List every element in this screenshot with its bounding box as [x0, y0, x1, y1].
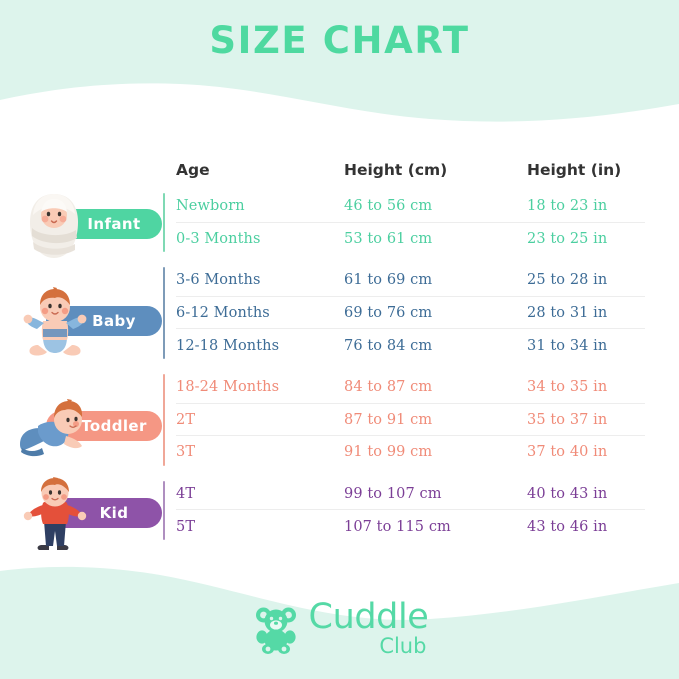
column-header-height-cm: Height (cm) [344, 161, 448, 179]
badge-label: Toddler [81, 417, 147, 435]
size-group-toddler: 18-24 Months 84 to 87 cm 34 to 35 in 2T … [0, 371, 679, 469]
cell-age: 2T [176, 411, 196, 428]
size-table: Age Height (cm) Height (in) Newborn 46 t… [0, 150, 679, 543]
standing-kid-icon [23, 477, 87, 550]
swaddled-baby-icon [30, 194, 78, 258]
cell-age: 3-6 Months [176, 272, 261, 289]
size-group-infant: Newborn 46 to 56 cm 18 to 23 in 0-3 Mont… [0, 190, 679, 255]
cell-height-cm: 87 to 91 cm [344, 411, 433, 428]
badge-label: Infant [87, 215, 141, 233]
cell-height-in: 34 to 35 in [527, 379, 608, 396]
cell-height-cm: 99 to 107 cm [344, 486, 442, 503]
size-group-kid: 4T 99 to 107 cm 40 to 43 in 5T 107 to 11… [0, 478, 679, 543]
cell-age: 12-18 Months [176, 337, 280, 354]
sitting-baby-icon [23, 287, 87, 356]
cell-height-in: 28 to 31 in [527, 305, 608, 322]
size-badge-kid: Kid [12, 477, 162, 550]
cell-height-in: 35 to 37 in [527, 411, 608, 428]
size-badge-toddler: Toddler [12, 398, 162, 458]
cell-height-cm: 91 to 99 cm [344, 444, 433, 461]
cell-height-in: 43 to 46 in [527, 518, 608, 535]
table-row: 12-18 Months 76 to 84 cm 31 to 34 in [0, 329, 679, 362]
cell-age: 4T [176, 486, 196, 503]
cell-height-in: 37 to 40 in [527, 444, 608, 461]
size-badge-infant: Infant [12, 194, 162, 258]
cell-height-cm: 53 to 61 cm [344, 230, 433, 247]
column-header-age: Age [176, 161, 210, 179]
table-row: 3-6 Months 61 to 69 cm 25 to 28 in [0, 264, 679, 297]
table-row: 18-24 Months 84 to 87 cm 34 to 35 in [0, 371, 679, 404]
table-row: 0-3 Months 53 to 61 cm 23 to 25 in [0, 223, 679, 256]
cell-height-in: 18 to 23 in [527, 198, 608, 215]
table-row: 3T 91 to 99 cm 37 to 40 in [0, 436, 679, 469]
cell-age: Newborn [176, 198, 245, 215]
brand-logo: Cuddle Club [0, 600, 679, 657]
table-row: 2T 87 to 91 cm 35 to 37 in [0, 404, 679, 437]
cell-height-in: 23 to 25 in [527, 230, 608, 247]
cell-height-in: 31 to 34 in [527, 337, 608, 354]
cell-height-cm: 76 to 84 cm [344, 337, 433, 354]
cell-age: 0-3 Months [176, 230, 261, 247]
size-group-baby: 3-6 Months 61 to 69 cm 25 to 28 in 6-12 … [0, 264, 679, 362]
table-row: 6-12 Months 69 to 76 cm 28 to 31 in [0, 297, 679, 330]
page-title: SIZE CHART [209, 19, 470, 62]
cell-height-cm: 84 to 87 cm [344, 379, 433, 396]
table-header-row: Age Height (cm) Height (in) [0, 150, 679, 190]
cell-age: 6-12 Months [176, 305, 270, 322]
cell-age: 5T [176, 518, 196, 535]
badge-label: Baby [92, 312, 136, 330]
crawling-toddler-icon [20, 399, 83, 457]
cell-age: 3T [176, 444, 196, 461]
cell-age: 18-24 Months [176, 379, 280, 396]
badge-label: Kid [99, 504, 129, 522]
brand-name: Cuddle [308, 597, 429, 637]
cell-height-in: 25 to 28 in [527, 272, 608, 289]
brand-wordmark: Cuddle Club [309, 600, 429, 657]
column-header-height-in: Height (in) [527, 161, 622, 179]
cell-height-cm: 61 to 69 cm [344, 272, 433, 289]
table-row: 5T 107 to 115 cm 43 to 46 in [0, 510, 679, 543]
teddy-bear-icon [255, 607, 296, 654]
cell-height-cm: 69 to 76 cm [344, 305, 433, 322]
cell-height-cm: 107 to 115 cm [344, 518, 451, 535]
cell-height-in: 40 to 43 in [527, 486, 608, 503]
table-row: 4T 99 to 107 cm 40 to 43 in [0, 478, 679, 511]
table-row: Newborn 46 to 56 cm 18 to 23 in [0, 190, 679, 223]
cell-height-cm: 46 to 56 cm [344, 198, 433, 215]
size-badge-baby: Baby [12, 287, 162, 356]
brand-subtitle: Club [379, 634, 427, 658]
